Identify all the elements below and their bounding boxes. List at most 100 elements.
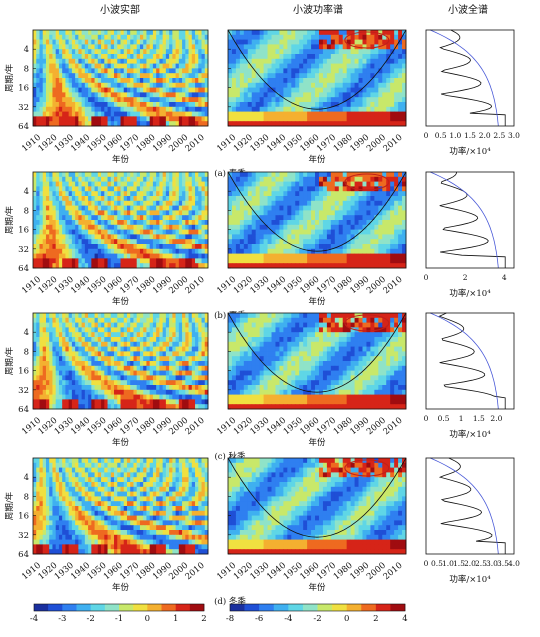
real-part-cell [179, 191, 183, 196]
real-part-cell [189, 44, 193, 49]
real-part-cell [82, 366, 86, 371]
power-cell [351, 182, 355, 187]
real-part-cell [56, 59, 60, 64]
real-part-cell [33, 327, 37, 332]
power-cell [331, 40, 335, 45]
real-part-cell [91, 230, 95, 235]
real-part-cell [85, 78, 89, 83]
real-part-cell [159, 347, 163, 352]
real-part-cell [108, 92, 112, 97]
real-part-cell [33, 351, 37, 356]
power-cell [382, 225, 386, 230]
real-part-cell [104, 390, 108, 395]
power-cell [268, 215, 272, 220]
real-part-cell [153, 356, 157, 361]
real-part-cell [52, 201, 56, 206]
real-part-cell [185, 68, 189, 73]
power-cell [394, 73, 398, 78]
real-part-cell [146, 196, 150, 201]
real-part-cell [36, 112, 40, 117]
real-part-cell [156, 73, 160, 78]
real-part-cell [39, 88, 43, 93]
real-part-cell [166, 44, 170, 49]
real-part-cell [72, 323, 76, 328]
real-part-cell [195, 327, 199, 332]
power-cell [264, 97, 268, 102]
real-part-cell [114, 225, 118, 230]
real-part-cell [143, 215, 147, 220]
real-part-cell [195, 40, 199, 45]
real-part-cell [69, 107, 73, 112]
real-part-cell [65, 49, 69, 54]
real-part-cell [75, 88, 79, 93]
power-cell [307, 258, 311, 263]
real-part-cell [111, 327, 115, 332]
real-part-cell [59, 206, 63, 211]
real-part-cell [192, 390, 196, 395]
real-part-cell [98, 210, 102, 215]
real-part-cell [36, 116, 40, 121]
real-part-cell [133, 92, 137, 97]
real-part-cell [195, 351, 199, 356]
real-part-cell [163, 177, 167, 182]
real-part-cell [192, 385, 196, 390]
power-cell [323, 83, 327, 88]
real-part-cell [176, 210, 180, 215]
real-part-cell [189, 210, 193, 215]
power-cell [319, 116, 323, 121]
real-part-cell [98, 220, 102, 225]
real-part-cell [143, 102, 147, 107]
real-part-cell [189, 234, 193, 239]
real-part-cell [36, 249, 40, 254]
power-cell [339, 249, 343, 254]
power-cell [232, 64, 236, 69]
real-part-cell [36, 182, 40, 187]
real-part-cell [88, 390, 92, 395]
real-part-cell [153, 225, 157, 230]
real-part-cell [153, 182, 157, 187]
real-part-cell [130, 49, 134, 54]
real-part-cell [98, 78, 102, 83]
real-part-cell [121, 191, 125, 196]
real-part-cell [156, 313, 160, 318]
real-part-cell [59, 356, 63, 361]
real-part-cell [195, 73, 199, 78]
real-part-cell [101, 356, 105, 361]
power-cell [339, 83, 343, 88]
power-cell [335, 234, 339, 239]
real-part-cell [104, 371, 108, 376]
power-cell [275, 78, 279, 83]
power-cell [362, 78, 366, 83]
real-part-cell [69, 64, 73, 69]
real-part-cell [121, 244, 125, 249]
power-cell [272, 97, 276, 102]
power-cell [327, 206, 331, 211]
real-part-cell [65, 112, 69, 117]
real-part-cell [85, 239, 89, 244]
real-part-cell [166, 172, 170, 177]
real-part-cell [98, 182, 102, 187]
real-part-cell [72, 191, 76, 196]
power-cell [264, 239, 268, 244]
real-part-cell [43, 361, 47, 366]
real-part-cell [192, 366, 196, 371]
real-part-cell [185, 366, 189, 371]
real-part-cell [72, 385, 76, 390]
real-part-cell [82, 385, 86, 390]
power-cell [378, 107, 382, 112]
power-cell [398, 59, 402, 64]
real-part-cell [59, 375, 63, 380]
power-cell [362, 201, 366, 206]
real-part-cell [176, 182, 180, 187]
real-part-cell [192, 97, 196, 102]
real-part-cell [46, 196, 50, 201]
real-part-cell [36, 49, 40, 54]
power-cell [351, 40, 355, 45]
power-cell [366, 182, 370, 187]
power-cell [343, 254, 347, 259]
real-part-cell [166, 78, 170, 83]
real-part-cell [75, 182, 79, 187]
power-cell [275, 102, 279, 107]
power-cell [248, 88, 252, 93]
power-cell [327, 177, 331, 182]
